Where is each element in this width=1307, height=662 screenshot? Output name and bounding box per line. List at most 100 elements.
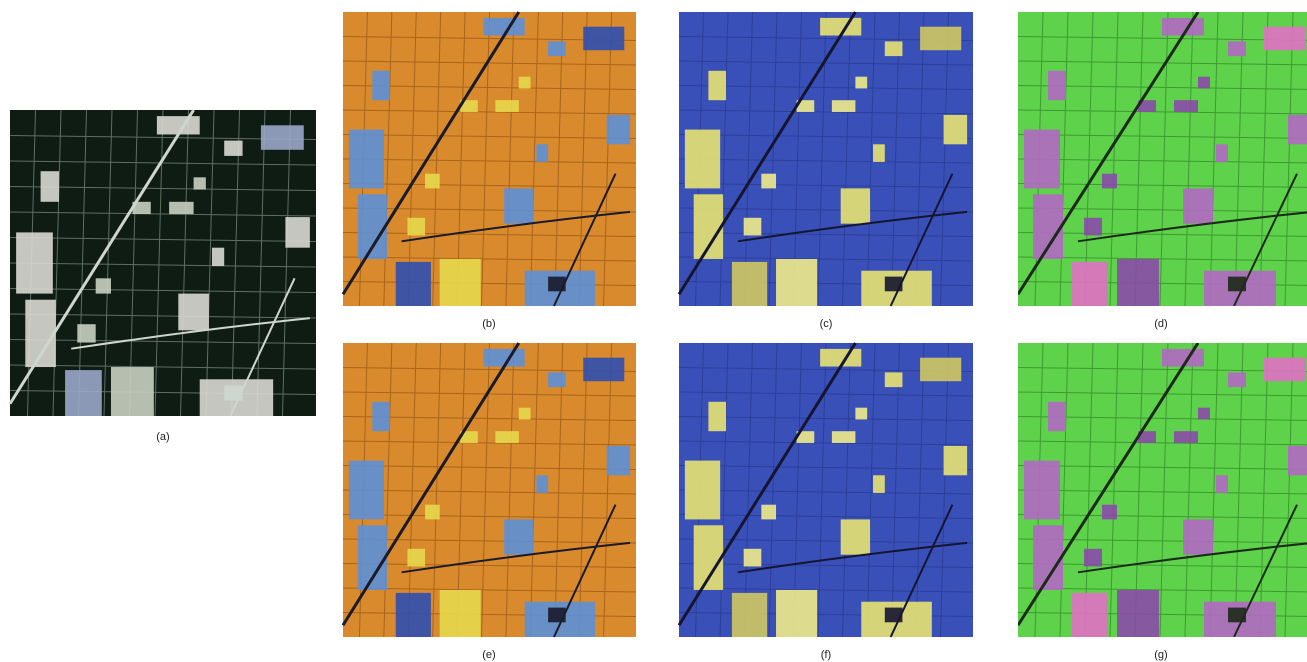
image-background — [343, 343, 636, 637]
land-patch — [407, 218, 425, 236]
land-patch — [841, 519, 870, 554]
land-patch — [425, 505, 440, 520]
land-patch — [944, 446, 968, 475]
land-patch — [425, 174, 440, 189]
satellite-image — [343, 12, 636, 306]
land-patch — [1084, 218, 1102, 236]
land-patch — [685, 130, 720, 189]
satellite-image — [679, 343, 973, 637]
land-patch — [1174, 100, 1198, 112]
land-patch — [873, 475, 885, 493]
land-patch — [761, 174, 776, 189]
land-patch — [1288, 446, 1307, 475]
land-patch — [1216, 144, 1228, 162]
land-patch — [440, 259, 481, 306]
land-patch — [776, 259, 817, 306]
land-patch — [744, 549, 762, 567]
land-patch — [885, 277, 903, 292]
image-background — [679, 12, 973, 306]
land-patch — [1048, 402, 1066, 431]
land-patch — [224, 141, 242, 156]
land-patch — [1228, 277, 1246, 292]
panel-label: (c) — [820, 318, 833, 330]
land-patch — [1174, 431, 1198, 443]
page: (a)(b)(c)(d)(e)(f)(g) (() => { const dat… — [0, 0, 1307, 662]
land-patch — [349, 461, 384, 520]
land-patch — [65, 370, 102, 416]
panel-label: (d) — [1154, 318, 1167, 330]
land-patch — [1183, 519, 1213, 554]
land-patch — [885, 608, 903, 623]
panel-label: (f) — [821, 649, 831, 661]
land-patch — [1024, 461, 1060, 520]
land-patch — [1183, 188, 1213, 223]
land-patch — [885, 41, 903, 56]
land-patch — [41, 171, 59, 202]
panel-label: (g) — [1154, 649, 1167, 661]
land-patch — [607, 115, 630, 144]
land-patch — [841, 188, 870, 223]
land-patch — [855, 408, 867, 420]
land-patch — [504, 188, 533, 223]
land-patch — [1216, 475, 1228, 493]
satellite-image — [679, 12, 973, 306]
land-patch — [548, 372, 566, 387]
land-patch — [77, 324, 95, 342]
land-patch — [944, 115, 968, 144]
land-patch — [261, 125, 304, 149]
land-patch — [1024, 130, 1060, 189]
land-patch — [1198, 408, 1210, 420]
land-patch — [1084, 549, 1102, 567]
land-patch — [548, 608, 566, 623]
land-patch — [495, 100, 518, 112]
land-patch — [285, 217, 309, 248]
land-patch — [349, 130, 384, 189]
land-patch — [519, 77, 531, 89]
image-background — [679, 343, 973, 637]
land-patch — [1228, 41, 1246, 56]
land-patch — [583, 358, 624, 382]
land-patch — [396, 593, 431, 637]
satellite-image — [343, 343, 636, 637]
land-patch — [16, 232, 53, 293]
image-background — [10, 110, 316, 416]
land-patch — [407, 549, 425, 567]
land-patch — [194, 177, 206, 189]
land-patch — [1102, 174, 1117, 189]
land-patch — [536, 144, 548, 162]
land-patch — [111, 367, 154, 416]
land-patch — [885, 372, 903, 387]
panel-label: (a) — [156, 431, 169, 443]
land-patch — [224, 385, 242, 400]
land-patch — [607, 446, 630, 475]
land-patch — [832, 100, 856, 112]
land-patch — [832, 431, 856, 443]
land-patch — [1264, 27, 1306, 51]
land-patch — [372, 71, 390, 100]
land-patch — [732, 262, 767, 306]
land-patch — [548, 41, 566, 56]
land-patch — [1228, 372, 1246, 387]
land-patch — [744, 218, 762, 236]
land-patch — [440, 590, 481, 637]
land-patch — [873, 144, 885, 162]
satellite-image — [1018, 12, 1307, 306]
land-patch — [1288, 115, 1307, 144]
land-patch — [1072, 262, 1108, 306]
land-patch — [685, 461, 720, 520]
land-patch — [495, 431, 518, 443]
land-patch — [178, 294, 209, 331]
land-patch — [96, 278, 111, 293]
land-patch — [583, 27, 624, 51]
land-patch — [1228, 608, 1246, 623]
land-patch — [372, 402, 390, 431]
land-patch — [548, 277, 566, 292]
land-patch — [1102, 505, 1117, 520]
land-patch — [1072, 593, 1108, 637]
panel-label: (e) — [482, 649, 495, 661]
panel-label: (b) — [482, 318, 495, 330]
land-patch — [855, 77, 867, 89]
land-patch — [920, 358, 961, 382]
land-patch — [1117, 259, 1159, 306]
land-patch — [519, 408, 531, 420]
